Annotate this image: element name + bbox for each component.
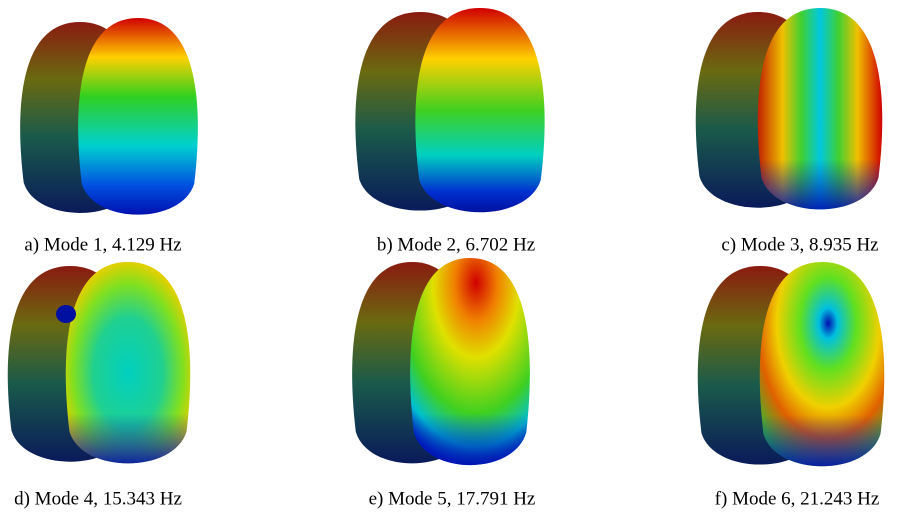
caption: d) Mode 4, 15.343 Hz — [14, 488, 182, 509]
caption: a) Mode 1, 4.129 Hz — [24, 234, 181, 255]
node-spot — [56, 305, 76, 323]
caption: c) Mode 3, 8.935 Hz — [721, 234, 878, 255]
mode-shape-base — [66, 262, 191, 463]
caption: f) Mode 6, 21.243 Hz — [715, 488, 880, 509]
mode-shape-base — [410, 258, 530, 465]
caption: e) Mode 5, 17.791 Hz — [369, 488, 536, 509]
mode-shape-base — [758, 8, 883, 209]
mode-shape — [78, 18, 198, 215]
figure: a) Mode 1, 4.129 Hz b) Mode 2, 6.702 Hz c)… — [0, 0, 907, 514]
mode-shape — [415, 8, 544, 212]
caption: b) Mode 2, 6.702 Hz — [377, 234, 535, 255]
mode-shape-base — [760, 262, 885, 466]
